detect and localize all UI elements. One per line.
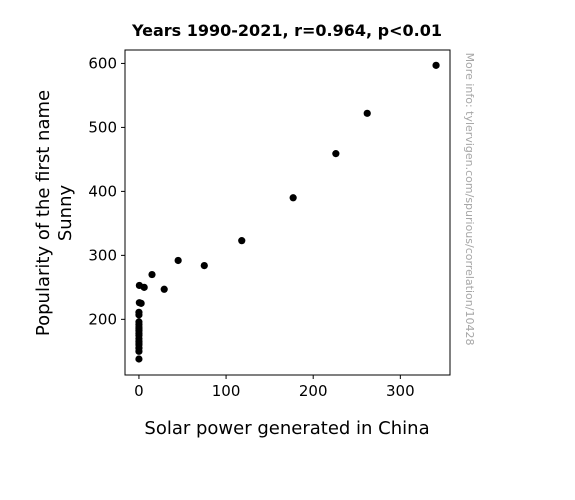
data-point bbox=[137, 299, 145, 307]
data-point bbox=[432, 61, 440, 69]
data-point bbox=[363, 109, 371, 117]
data-point bbox=[135, 318, 143, 326]
y-tick-label: 500 bbox=[88, 118, 117, 136]
x-tick-label: 100 bbox=[212, 382, 241, 400]
data-point bbox=[135, 355, 143, 363]
data-point bbox=[200, 262, 208, 270]
data-point bbox=[135, 308, 143, 316]
data-point bbox=[289, 194, 297, 202]
data-point bbox=[174, 256, 182, 265]
data-point bbox=[140, 283, 148, 291]
chart-title: Years 1990-2021, r=0.964, p<0.01 bbox=[131, 21, 442, 40]
x-axis-label: Solar power generated in China bbox=[144, 418, 429, 439]
x-tick-label: 300 bbox=[386, 382, 415, 400]
source-watermark: More info: tylervigen.com/spurious/corre… bbox=[463, 53, 476, 346]
y-tick-label: 200 bbox=[88, 310, 117, 328]
y-axis-label-line-1: Popularity of the first name bbox=[33, 90, 54, 336]
plot-frame bbox=[124, 49, 451, 376]
x-tick-label: 200 bbox=[299, 382, 328, 400]
y-tick-label: 400 bbox=[88, 182, 117, 200]
data-point bbox=[238, 237, 246, 245]
data-point bbox=[160, 285, 168, 293]
x-axis-ticks: 0 100 200 300 bbox=[134, 375, 415, 400]
y-axis-label-line-2: Sunny bbox=[55, 185, 76, 242]
data-point bbox=[148, 270, 156, 279]
data-points bbox=[135, 61, 440, 363]
data-point bbox=[332, 150, 340, 158]
y-tick-label: 600 bbox=[88, 54, 117, 72]
plot-area bbox=[124, 49, 451, 376]
y-tick-label: 300 bbox=[88, 246, 117, 264]
y-axis-ticks: 200 300 400 500 600 bbox=[88, 54, 125, 328]
x-tick-label: 0 bbox=[134, 382, 144, 400]
